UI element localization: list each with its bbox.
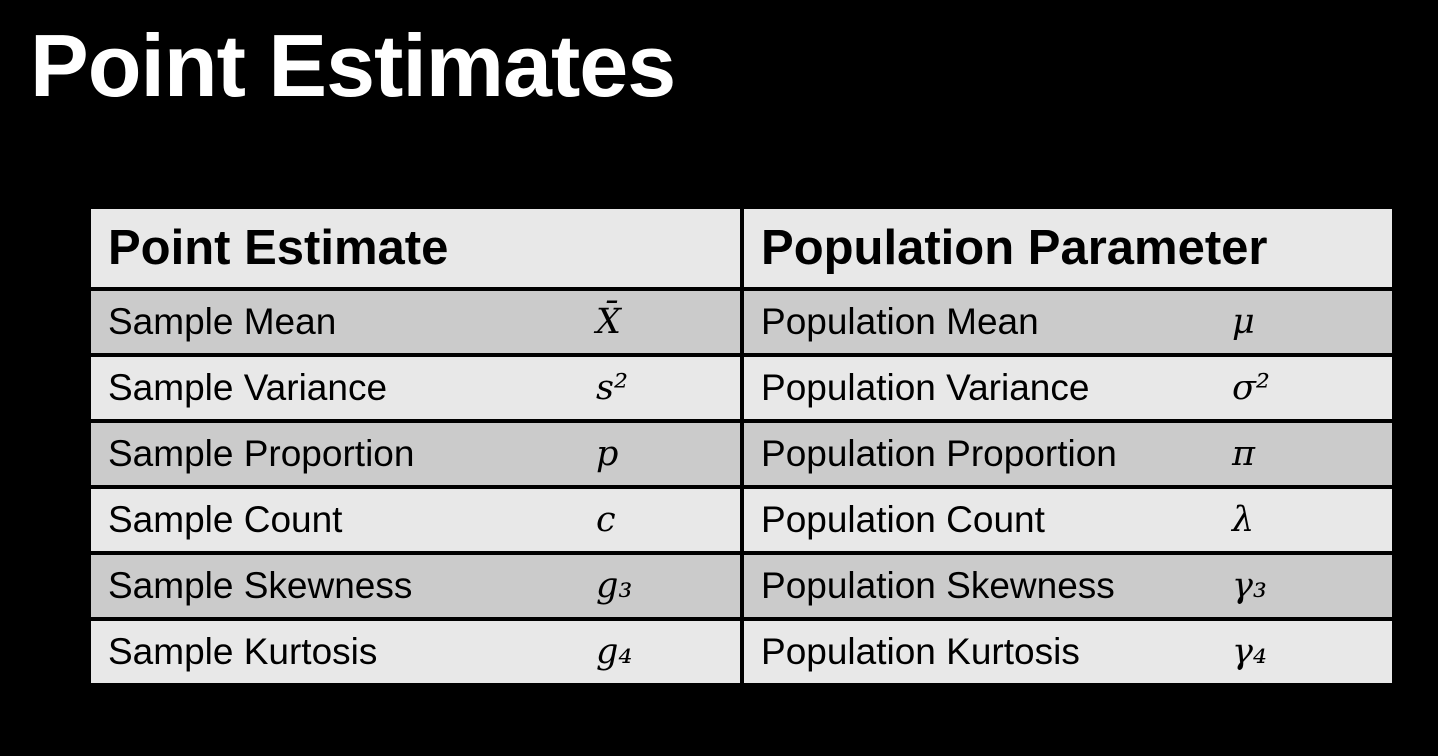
table-row: Sample Mean X̄ Population Mean μ bbox=[91, 287, 1393, 355]
estimate-symbol: p bbox=[579, 419, 745, 487]
parameter-symbol: λ bbox=[1229, 485, 1393, 553]
estimate-symbol: g₄ bbox=[579, 617, 745, 683]
estimate-name: Sample Variance bbox=[91, 353, 579, 421]
estimate-symbol: s² bbox=[579, 353, 745, 421]
parameter-symbol: μ bbox=[1229, 287, 1393, 355]
estimate-symbol: c bbox=[579, 485, 745, 553]
estimate-name: Sample Count bbox=[91, 485, 579, 553]
parameter-name: Population Skewness bbox=[742, 551, 1230, 619]
slide-title: Point Estimates bbox=[30, 16, 676, 115]
estimate-name: Sample Mean bbox=[91, 287, 579, 355]
parameter-symbol: π bbox=[1229, 419, 1393, 487]
table-header-row: Point Estimate Population Parameter bbox=[91, 209, 1393, 291]
header-population-parameter: Population Parameter bbox=[742, 209, 1393, 291]
table-row: Sample Count c Population Count λ bbox=[91, 485, 1393, 553]
estimate-name: Sample Proportion bbox=[91, 419, 579, 487]
parameter-name: Population Kurtosis bbox=[742, 617, 1230, 683]
table-row: Sample Proportion p Population Proportio… bbox=[91, 419, 1393, 487]
table-row: Sample Variance s² Population Variance σ… bbox=[91, 353, 1393, 421]
table-row: Sample Skewness g₃ Population Skewness γ… bbox=[91, 551, 1393, 619]
parameter-name: Population Count bbox=[742, 485, 1230, 553]
estimate-symbol: X̄ bbox=[579, 287, 745, 355]
point-estimates-table: Point Estimate Population Parameter Samp… bbox=[91, 209, 1393, 683]
parameter-symbol: γ₃ bbox=[1229, 551, 1393, 619]
estimates-table-container: Point Estimate Population Parameter Samp… bbox=[91, 209, 1393, 685]
parameter-symbol: σ² bbox=[1229, 353, 1393, 421]
table-row: Sample Kurtosis g₄ Population Kurtosis γ… bbox=[91, 617, 1393, 683]
parameter-name: Population Variance bbox=[742, 353, 1230, 421]
estimate-name: Sample Kurtosis bbox=[91, 617, 579, 683]
parameter-name: Population Mean bbox=[742, 287, 1230, 355]
header-point-estimate: Point Estimate bbox=[91, 209, 745, 291]
estimate-symbol: g₃ bbox=[579, 551, 745, 619]
estimate-name: Sample Skewness bbox=[91, 551, 579, 619]
parameter-name: Population Proportion bbox=[742, 419, 1230, 487]
parameter-symbol: γ₄ bbox=[1229, 617, 1393, 683]
